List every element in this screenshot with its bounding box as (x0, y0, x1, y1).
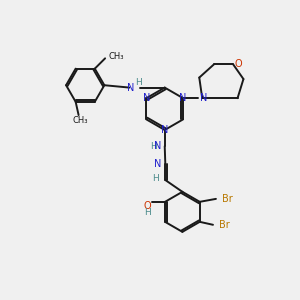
Text: Br: Br (222, 194, 232, 204)
Text: N: N (161, 125, 168, 135)
Text: O: O (234, 59, 242, 69)
Text: N: N (200, 93, 208, 103)
Text: N: N (143, 93, 150, 103)
Text: CH₃: CH₃ (109, 52, 124, 61)
Text: N: N (127, 82, 135, 93)
Text: H: H (135, 78, 142, 87)
Text: O: O (144, 201, 151, 211)
Text: N: N (154, 141, 162, 151)
Text: CH₃: CH₃ (72, 116, 88, 125)
Text: H: H (151, 142, 158, 151)
Text: N: N (154, 159, 162, 169)
Text: H: H (152, 174, 159, 183)
Text: Br: Br (219, 220, 230, 230)
Text: N: N (179, 93, 187, 103)
Text: H: H (144, 208, 151, 217)
